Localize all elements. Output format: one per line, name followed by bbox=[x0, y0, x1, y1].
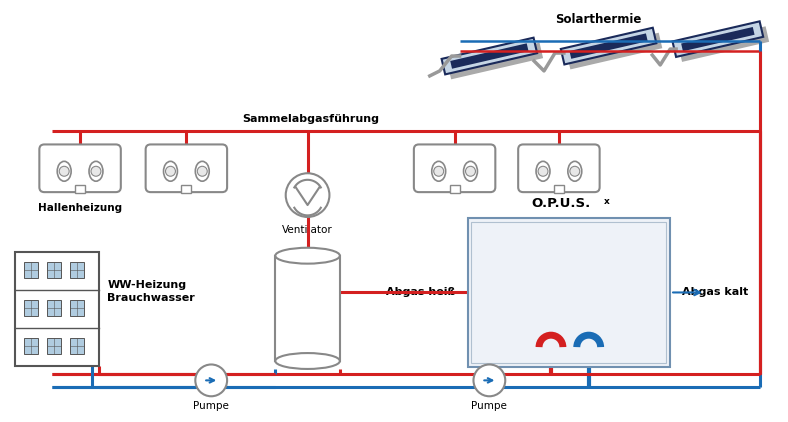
Circle shape bbox=[59, 166, 69, 176]
Bar bbox=[46, 338, 61, 354]
Bar bbox=[69, 262, 84, 278]
FancyBboxPatch shape bbox=[519, 144, 600, 192]
Text: Abgas heiß: Abgas heiß bbox=[386, 287, 455, 298]
Text: Abgas kalt: Abgas kalt bbox=[682, 287, 749, 298]
Ellipse shape bbox=[568, 161, 582, 181]
FancyBboxPatch shape bbox=[414, 144, 496, 192]
Text: x: x bbox=[604, 197, 609, 206]
FancyBboxPatch shape bbox=[146, 144, 227, 192]
Bar bbox=[181, 185, 191, 193]
Circle shape bbox=[165, 166, 176, 176]
Bar bbox=[554, 185, 564, 193]
Circle shape bbox=[474, 365, 505, 396]
Circle shape bbox=[570, 166, 580, 176]
Bar bbox=[24, 262, 38, 278]
Text: Puffer-
speicher: Puffer- speicher bbox=[284, 297, 331, 320]
Circle shape bbox=[91, 166, 101, 176]
Ellipse shape bbox=[195, 161, 210, 181]
Polygon shape bbox=[561, 28, 656, 65]
Ellipse shape bbox=[536, 161, 550, 181]
Polygon shape bbox=[448, 43, 543, 79]
Bar bbox=[46, 300, 61, 316]
Bar bbox=[24, 338, 38, 354]
Circle shape bbox=[197, 166, 207, 176]
Ellipse shape bbox=[432, 161, 446, 181]
Polygon shape bbox=[678, 26, 769, 62]
Polygon shape bbox=[672, 22, 764, 57]
Circle shape bbox=[466, 166, 475, 176]
Ellipse shape bbox=[89, 161, 103, 181]
Ellipse shape bbox=[58, 161, 71, 181]
Bar bbox=[24, 300, 38, 316]
Text: O.P.U.S.: O.P.U.S. bbox=[531, 197, 590, 210]
Polygon shape bbox=[567, 32, 662, 69]
Ellipse shape bbox=[463, 161, 478, 181]
Polygon shape bbox=[441, 38, 537, 74]
Bar bbox=[75, 185, 85, 193]
Circle shape bbox=[195, 365, 227, 396]
Ellipse shape bbox=[275, 353, 340, 369]
Text: Hallenheizung: Hallenheizung bbox=[38, 203, 122, 213]
Ellipse shape bbox=[164, 161, 177, 181]
Bar bbox=[69, 338, 84, 354]
Circle shape bbox=[286, 173, 329, 217]
Text: Sammelabgasführung: Sammelabgasführung bbox=[242, 114, 379, 124]
Bar bbox=[471, 222, 666, 363]
Polygon shape bbox=[450, 43, 529, 69]
Circle shape bbox=[538, 166, 548, 176]
Bar bbox=[275, 256, 340, 361]
Bar bbox=[467, 218, 670, 367]
Text: Pumpe: Pumpe bbox=[193, 401, 229, 411]
Ellipse shape bbox=[275, 248, 340, 264]
Text: WW-Heizung
Brauchwasser: WW-Heizung Brauchwasser bbox=[107, 280, 195, 303]
Polygon shape bbox=[681, 27, 755, 51]
FancyBboxPatch shape bbox=[39, 144, 121, 192]
Bar bbox=[46, 262, 61, 278]
Text: Ventilator: Ventilator bbox=[282, 225, 333, 235]
Bar bbox=[450, 185, 459, 193]
Text: Pumpe: Pumpe bbox=[471, 401, 507, 411]
Polygon shape bbox=[570, 33, 648, 59]
Circle shape bbox=[433, 166, 444, 176]
Bar bbox=[69, 300, 84, 316]
Bar bbox=[15, 252, 99, 366]
Text: Solarthermie: Solarthermie bbox=[556, 14, 642, 26]
